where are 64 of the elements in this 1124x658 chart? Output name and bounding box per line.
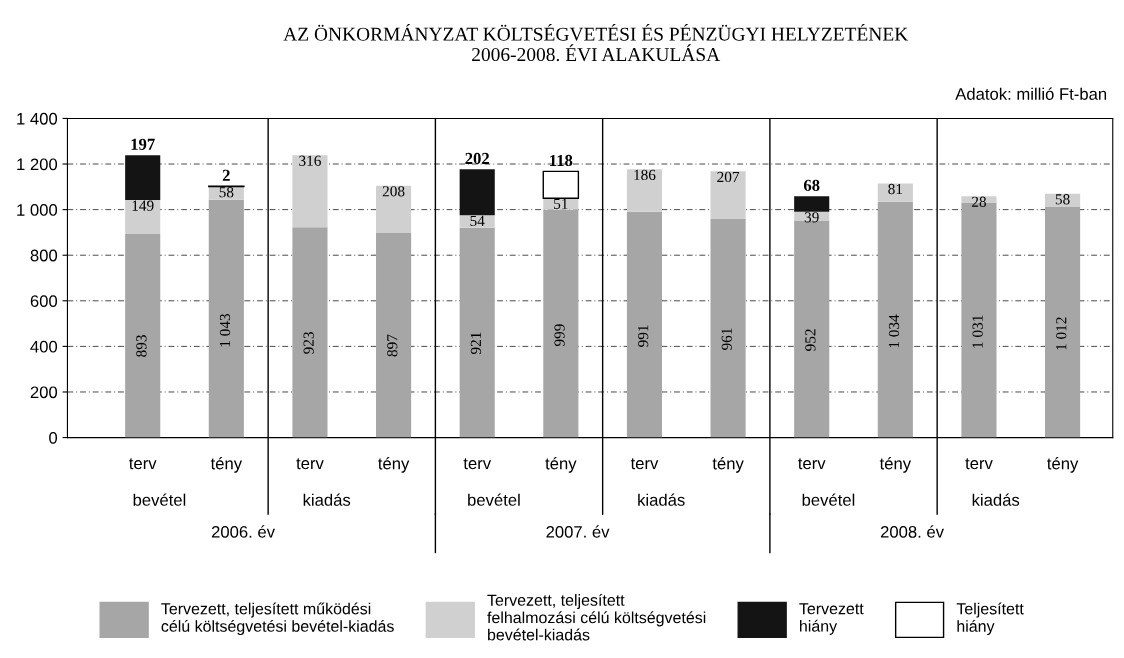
- x-tick-label: terv: [463, 458, 492, 470]
- text: bevétel: [133, 493, 186, 506]
- text: 2007. év: [546, 525, 610, 538]
- x-tick-label: tény: [378, 457, 410, 473]
- legend-label: Tervezett, teljesített felhalmozási célú költségvetési bevétel-kiadás: [487, 593, 706, 641]
- x-tick-label: terv: [129, 458, 157, 470]
- x-tick-label: tény: [210, 457, 243, 473]
- y-tick-label: 1 400: [17, 112, 58, 125]
- y-tick-label: 400: [30, 340, 58, 353]
- y-tick-label: 200: [30, 386, 58, 399]
- data-label: 197: [131, 138, 155, 150]
- x-tick-label: terv: [630, 458, 659, 470]
- data-label: 118: [550, 154, 573, 167]
- data-label: 207: [717, 171, 740, 183]
- y-tick-label: 600: [30, 295, 58, 307]
- x-tick-label: tény: [879, 457, 912, 473]
- data-label: 923: [303, 332, 314, 354]
- data-label: 897: [387, 334, 398, 357]
- data-label: 28: [971, 196, 987, 207]
- text: bevétel: [802, 493, 855, 506]
- data-label: 1 043: [219, 313, 231, 347]
- data-label: 51: [554, 198, 568, 209]
- data-label: 1 012: [1056, 317, 1067, 350]
- data-label: 208: [382, 186, 405, 197]
- x-tick-label: terv: [296, 458, 324, 470]
- data-label: 81: [888, 183, 903, 195]
- data-label: 39: [804, 212, 819, 223]
- data-label: 316: [299, 155, 321, 166]
- text: bevétel: [468, 493, 520, 506]
- x-tick-label: tény: [1047, 457, 1079, 473]
- x-tick-label: tény: [712, 457, 744, 473]
- data-label: 1 031: [972, 315, 983, 348]
- text: kiadás: [972, 493, 1020, 506]
- data-label: 1 034: [888, 314, 900, 348]
- y-tick-label: 0: [49, 431, 58, 444]
- text: kiadás: [303, 493, 351, 506]
- x-tick-label: tény: [545, 457, 577, 473]
- legend-label: Tervezett, teljesített működési célú költségvetési bevétel-kiadás: [161, 602, 394, 636]
- data-label: 68: [803, 179, 820, 191]
- data-label: 149: [132, 200, 154, 211]
- y-tick-label: 800: [30, 249, 58, 262]
- data-label: 202: [465, 152, 489, 165]
- y-tick-label: 1 000: [17, 204, 58, 216]
- data-label: 58: [219, 187, 234, 198]
- y-tick-label: 1 200: [17, 158, 58, 171]
- text: 2006. év: [211, 525, 275, 538]
- text: kiadás: [638, 493, 685, 506]
- data-label: 961: [721, 328, 732, 350]
- data-label: 186: [634, 169, 656, 181]
- data-label: 991: [638, 325, 649, 347]
- data-label: 893: [136, 335, 147, 357]
- data-label: 54: [470, 215, 485, 227]
- chart-subtitle: Adatok: millió Ft-ban: [955, 87, 1107, 100]
- legend-label: Teljesített hiány: [956, 602, 1024, 636]
- data-label: 952: [805, 329, 816, 351]
- data-label: 58: [1055, 194, 1070, 205]
- chart-title: AZ ÖNKORMÁNYZAT KÖLTSÉGVETÉSI ÉS PÉNZÜGYI HELYZETÉNEK 2006-2008. ÉVI ALAKULÁSA: [283, 23, 909, 62]
- data-label: 921: [470, 332, 482, 355]
- data-label: 2: [222, 169, 230, 181]
- legend-label: Tervezett hiány: [799, 603, 864, 635]
- x-tick-label: terv: [798, 458, 826, 470]
- data-label: 999: [554, 324, 565, 347]
- x-tick-label: terv: [965, 458, 993, 470]
- text: 2008. év: [880, 525, 944, 538]
